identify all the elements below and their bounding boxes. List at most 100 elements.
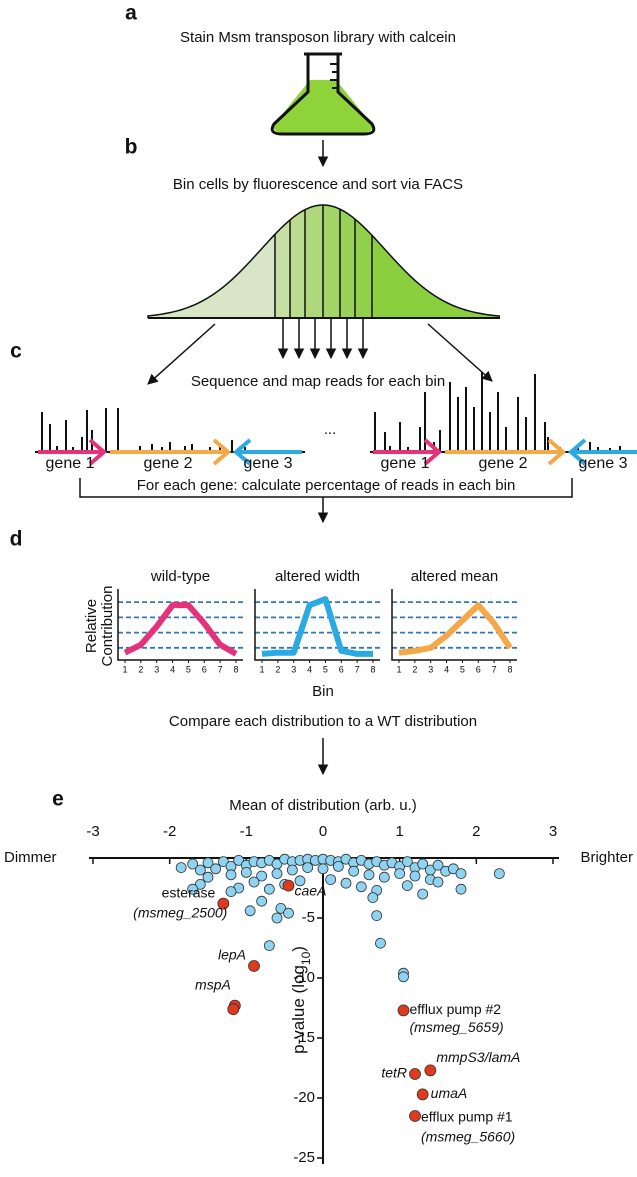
highlight-point [248, 960, 260, 972]
point [302, 862, 314, 873]
gene-label: gene 2 [144, 455, 193, 472]
bell-segment [275, 219, 290, 318]
point [225, 869, 237, 881]
x-tick-label: 7 [355, 664, 360, 674]
point-label: caeA [295, 882, 327, 898]
bell-segment [323, 205, 340, 318]
y-title-sub: 10 [299, 951, 313, 965]
point-label: mmpS3/lamA [436, 1049, 520, 1065]
arrow [147, 323, 216, 385]
x-tick-label: 6 [476, 664, 481, 674]
plot-axes [391, 589, 517, 661]
point [244, 905, 256, 917]
point [256, 895, 268, 907]
x-tick-label: 6 [339, 664, 344, 674]
point-label: umaA [431, 1085, 468, 1101]
point-label: mspA [195, 976, 231, 992]
point-sublabel: (msmeg_5659) [410, 1019, 504, 1035]
y-tick-label: -25 [293, 1149, 315, 1166]
point [210, 863, 222, 875]
x-tick-label: 4 [307, 664, 312, 674]
y-axis-label: Relative [83, 599, 100, 653]
x-tick-label: 0 [319, 823, 327, 840]
point-label: esterase [162, 884, 216, 900]
x-tick-label: 1 [122, 664, 127, 674]
bell-segment [372, 235, 500, 318]
point [325, 874, 337, 885]
point [432, 876, 444, 888]
panel-label: b [125, 136, 138, 159]
point [432, 859, 444, 871]
point [394, 868, 406, 879]
panel-label: d [10, 528, 23, 551]
distribution-line [398, 602, 513, 656]
y-tick-label: -5 [302, 909, 315, 926]
flask [270, 52, 376, 136]
gene-arrowhead [88, 438, 108, 466]
highlight-point [424, 1064, 437, 1077]
step-text: Bin cells by fluorescence and sort via F… [173, 176, 463, 193]
highlight-point [416, 1088, 429, 1101]
point [271, 868, 283, 879]
point [317, 863, 329, 875]
point [286, 864, 298, 876]
point [233, 855, 245, 866]
x-axis-title: Mean of distribution (arb. u.) [229, 797, 417, 814]
x-tick-label: -2 [163, 823, 176, 840]
x-tick-label: 1 [395, 823, 403, 840]
point [493, 868, 505, 879]
highlight-point [409, 1110, 421, 1122]
y-tick-label: -15 [293, 1029, 315, 1046]
point [378, 871, 390, 883]
point [225, 886, 237, 897]
gene-label: gene 2 [479, 455, 528, 472]
point [401, 856, 413, 867]
point [409, 870, 421, 882]
y-tick-label: -20 [293, 1089, 315, 1106]
point [371, 910, 383, 921]
step-text: Stain Msm transposon library with calcei… [180, 29, 456, 46]
point [355, 881, 367, 893]
reads: gene 1 gene 2 gene 3 gene 1 gene 2 gene 3 [35, 372, 637, 472]
point [187, 883, 199, 895]
point [271, 912, 283, 924]
point [363, 869, 375, 881]
step-text: Compare each distribution to a WT distri… [169, 713, 477, 730]
point [348, 865, 360, 877]
x-tick-label: 2 [472, 823, 480, 840]
highlight-point [409, 1068, 421, 1080]
x-tick-label: 4 [170, 664, 175, 674]
y-title-close: ) [289, 946, 308, 952]
y-axis-label: Contribution [99, 586, 116, 667]
x-tick-label: 3 [549, 823, 557, 840]
point [240, 867, 252, 878]
bell-segment [305, 205, 323, 318]
bell-segment [290, 209, 305, 318]
x-tick-label: 7 [218, 664, 223, 674]
x-tick-label: 4 [444, 664, 449, 674]
plot-axes [254, 589, 380, 661]
point [455, 868, 467, 879]
point-label: lepA [218, 947, 246, 963]
point [263, 940, 275, 951]
x-tick-label: 5 [460, 664, 465, 674]
right-label: Brighter [580, 849, 633, 866]
point [401, 880, 413, 891]
gene-label: gene 1 [381, 455, 430, 472]
x-tick-label: 8 [233, 664, 238, 674]
point [447, 863, 459, 875]
point [275, 903, 287, 914]
gene-arrowhead [567, 438, 587, 466]
x-tick-label: 8 [370, 664, 375, 674]
x-tick-label: -3 [86, 823, 99, 840]
x-axis-label: Bin [312, 683, 334, 700]
point-label: efflux pump #2 [410, 1001, 502, 1017]
x-tick-label: 3 [291, 664, 296, 674]
point [187, 858, 199, 870]
point [455, 883, 467, 895]
y-title-text: p-value (log [289, 965, 308, 1054]
point-sublabel: (msmeg_5660) [421, 1129, 515, 1145]
x-tick-label: 7 [492, 664, 497, 674]
point-sublabel: (msmeg_2500) [133, 904, 227, 920]
